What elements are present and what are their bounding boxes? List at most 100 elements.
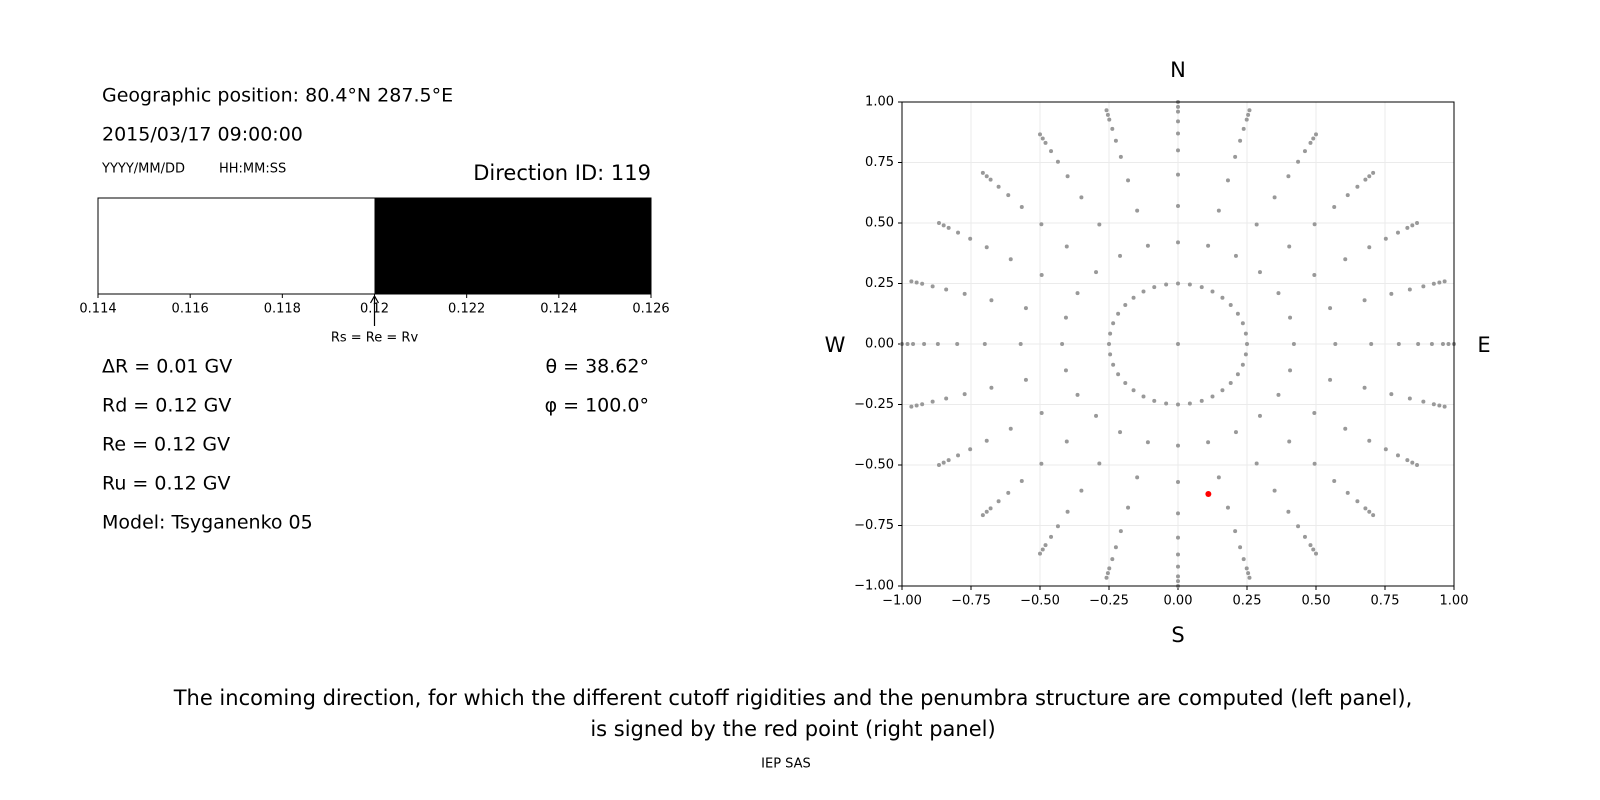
direction-point xyxy=(1116,372,1121,377)
compass-east: E xyxy=(1477,333,1490,357)
y-tick-label: −0.25 xyxy=(854,397,894,412)
direction-point xyxy=(1018,342,1023,346)
direction-point xyxy=(1216,475,1221,480)
direction-point xyxy=(1176,204,1180,209)
direction-point xyxy=(1405,458,1410,463)
x-tick-label: 0.25 xyxy=(1233,594,1262,609)
direction-point xyxy=(968,236,973,241)
direction-point xyxy=(1247,108,1252,113)
direction-point xyxy=(1241,557,1246,562)
x-tick-label: 0.114 xyxy=(79,302,116,317)
direction-point xyxy=(922,342,927,346)
direction-point xyxy=(1104,575,1109,580)
x-tick-label: −0.75 xyxy=(951,594,991,609)
direction-point xyxy=(1023,306,1028,311)
direction-point xyxy=(1288,315,1293,320)
direction-point xyxy=(1023,377,1028,382)
time-format: HH:MM:SS xyxy=(219,162,286,177)
x-tick-label: 0.116 xyxy=(172,302,209,317)
direction-point xyxy=(1383,447,1388,452)
direction-point xyxy=(1437,280,1442,285)
direction-id: Direction ID: 119 xyxy=(473,161,651,185)
direction-point xyxy=(1176,511,1180,516)
direction-point xyxy=(1039,222,1044,227)
direction-point xyxy=(1043,543,1048,548)
direction-point xyxy=(1116,311,1121,316)
direction-point xyxy=(935,342,940,346)
direction-point xyxy=(1415,221,1420,225)
direction-point xyxy=(1113,545,1118,550)
direction-point xyxy=(982,342,987,346)
direction-point xyxy=(1421,399,1426,404)
compass-north: N xyxy=(1170,58,1186,82)
direction-point xyxy=(1064,244,1069,249)
direction-point xyxy=(1296,159,1301,164)
ru: Ru = 0.12 GV xyxy=(102,473,230,495)
x-tick-label: 0.75 xyxy=(1371,594,1400,609)
direction-point xyxy=(1176,342,1180,346)
direction-point xyxy=(1152,285,1157,290)
direction-point xyxy=(1049,149,1054,154)
direction-point xyxy=(1107,566,1112,571)
direction-point xyxy=(1063,315,1068,320)
compass-west: W xyxy=(825,333,846,357)
direction-point xyxy=(936,463,941,467)
direction-point xyxy=(1104,108,1109,113)
direction-point xyxy=(1118,430,1123,435)
direction-point xyxy=(1302,534,1307,539)
direction-point xyxy=(1108,331,1113,336)
direction-point xyxy=(1312,222,1317,227)
direction-point xyxy=(1118,253,1123,258)
direction-point xyxy=(1286,174,1291,179)
direction-point xyxy=(1210,394,1215,399)
direction-point xyxy=(989,385,994,390)
x-tick-label: 1.00 xyxy=(1440,594,1469,609)
direction-point xyxy=(1332,205,1337,210)
direction-point xyxy=(968,447,973,452)
direction-point xyxy=(1152,398,1157,403)
direction-point xyxy=(1008,426,1013,431)
y-tick-label: 0.75 xyxy=(865,155,894,170)
direction-point xyxy=(1131,295,1136,300)
direction-point xyxy=(1244,117,1249,122)
direction-point xyxy=(1097,461,1102,466)
direction-point xyxy=(946,458,951,463)
direction-point xyxy=(944,287,949,292)
direction-point xyxy=(1176,119,1180,124)
direction-point xyxy=(1008,257,1013,262)
direction-point xyxy=(1254,222,1259,227)
direction-point xyxy=(1442,404,1447,409)
direction-point xyxy=(1176,402,1180,407)
direction-point xyxy=(1333,342,1338,346)
direction-point xyxy=(1240,362,1245,367)
direction-point xyxy=(1141,289,1146,294)
direction-point xyxy=(1199,398,1204,403)
direction-point xyxy=(1094,413,1099,418)
direction-point xyxy=(1246,571,1251,576)
direction-point xyxy=(1367,245,1372,250)
direction-point xyxy=(1220,388,1225,393)
direction-point xyxy=(1049,534,1054,539)
direction-point xyxy=(1442,279,1447,284)
direction-point xyxy=(1235,311,1240,316)
direction-point xyxy=(1164,282,1169,287)
direction-point xyxy=(1206,243,1211,248)
axes-frame xyxy=(901,101,1455,587)
direction-point xyxy=(1355,184,1360,189)
direction-point xyxy=(914,403,919,408)
direction-point xyxy=(909,404,914,409)
direction-point xyxy=(1332,478,1337,483)
direction-point xyxy=(1440,342,1445,346)
direction-point xyxy=(1245,342,1249,346)
direction-point xyxy=(1243,352,1248,357)
direction-point xyxy=(1141,394,1146,399)
direction-point xyxy=(980,513,985,518)
direction-point xyxy=(1176,109,1180,114)
direction-point xyxy=(1220,295,1225,300)
x-tick-label: 0.50 xyxy=(1302,594,1331,609)
direction-point xyxy=(1405,225,1410,230)
direction-point xyxy=(962,392,967,397)
direction-point xyxy=(1371,513,1376,518)
direction-point xyxy=(941,460,946,465)
direction-point xyxy=(1240,321,1245,326)
